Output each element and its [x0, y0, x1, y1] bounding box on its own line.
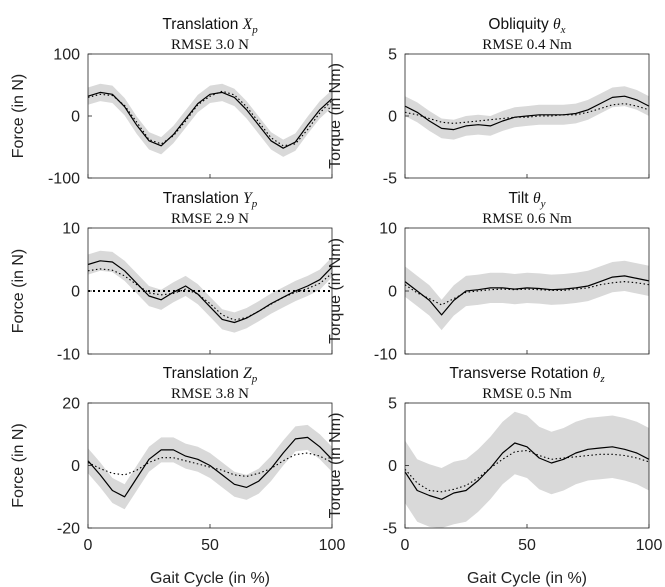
x-tick-label: 100	[319, 537, 346, 554]
x-tick-label: 0	[84, 537, 93, 554]
subplot-title-text: Transverse Rotation	[449, 365, 592, 382]
y-axis-label: Torque (in Nm)	[327, 413, 344, 519]
x-tick-label: 50	[201, 537, 219, 554]
y-tick-label: 0	[388, 458, 397, 475]
subplot-title-symbol: Z	[243, 365, 252, 382]
series-measured-line	[404, 95, 650, 131]
x-tick-label: 0	[401, 537, 410, 554]
subplot-title: Translation Yp	[163, 190, 258, 210]
subplot-title-subscript: p	[251, 373, 258, 385]
series-measured-line	[87, 436, 333, 498]
subplot-title-subscript: z	[599, 373, 605, 385]
subplot-title: Translation Zp	[163, 365, 258, 385]
y-tick-label: 10	[379, 221, 397, 238]
subplot-title-symbol: Y	[243, 190, 253, 207]
y-tick-label: -100	[48, 171, 80, 188]
y-tick-label: 10	[62, 221, 80, 238]
y-axis-label: Torque (in Nm)	[327, 238, 344, 344]
subplot-title-subscript: y	[540, 198, 546, 210]
subplot-title: Tilt θy	[509, 190, 546, 210]
y-tick-label: 0	[71, 458, 80, 475]
series-measured-line	[87, 91, 333, 149]
subplot-title: Translation Xp	[162, 16, 258, 36]
subplot-title: Transverse Rotation θz	[449, 365, 605, 385]
variance-band	[405, 260, 649, 331]
y-tick-label: 0	[71, 284, 80, 301]
subplot-subtitle: RMSE 2.9 N	[171, 211, 249, 227]
subplot-subtitle: RMSE 0.4 Nm	[482, 37, 572, 53]
subplot-title-symbol: θ	[593, 365, 601, 382]
y-tick-label: 20	[62, 396, 80, 413]
subplot-title-text: Obliquity	[488, 16, 553, 33]
y-tick-label: -20	[57, 521, 80, 538]
variance-band	[88, 83, 332, 157]
subplot-subtitle: RMSE 0.5 Nm	[482, 386, 572, 402]
y-tick-label: 100	[53, 47, 80, 64]
subplot-subtitle: RMSE 3.0 N	[171, 37, 249, 53]
series-measured-line	[404, 442, 650, 500]
x-tick-label: 50	[518, 537, 536, 554]
subplot-title-subscript: p	[251, 24, 258, 36]
y-tick-label: -5	[383, 521, 397, 538]
y-axis-label: Force (in N)	[10, 74, 27, 158]
subplot-title: Obliquity θx	[488, 16, 565, 36]
series-predicted-line	[404, 281, 650, 306]
subplot-subtitle: RMSE 3.8 N	[171, 386, 249, 402]
y-tick-label: 0	[388, 109, 397, 126]
subplot-title-text: Translation	[162, 16, 242, 33]
y-tick-label: -5	[383, 171, 397, 188]
series-predicted-line	[404, 449, 650, 493]
variance-band	[88, 250, 332, 333]
x-tick-label: 100	[636, 537, 663, 554]
y-axis-label: Force (in N)	[10, 249, 27, 333]
subplot-title-text: Translation	[163, 190, 243, 207]
variance-band	[405, 86, 649, 140]
subplot-title-subscript: x	[560, 24, 566, 36]
y-tick-label: 5	[388, 396, 397, 413]
series-predicted-line	[87, 90, 333, 147]
series-predicted-line	[87, 452, 333, 477]
subplot-title-text: Translation	[163, 365, 243, 382]
y-axis-label: Torque (in Nm)	[327, 63, 344, 169]
series-measured-line	[87, 260, 333, 324]
subplot-subtitle: RMSE 0.6 Nm	[482, 211, 572, 227]
series-measured-line	[404, 275, 650, 316]
x-axis-label: Gait Cycle (in %)	[467, 570, 587, 587]
y-tick-label: 0	[388, 284, 397, 301]
y-axis-label: Force (in N)	[10, 423, 27, 507]
variance-band	[405, 411, 649, 528]
subplot-title-text: Tilt	[509, 190, 533, 207]
x-axis-label: Gait Cycle (in %)	[150, 570, 270, 587]
variance-band	[88, 424, 332, 510]
y-tick-label: -10	[374, 347, 397, 364]
y-tick-label: 0	[71, 109, 80, 126]
axes-frame	[87, 53, 333, 179]
subplot-title-symbol: θ	[533, 190, 541, 207]
subplot-title-symbol: θ	[553, 16, 561, 33]
subplot-title-subscript: p	[251, 198, 258, 210]
y-tick-label: 5	[388, 47, 397, 64]
subplot-title-symbol: X	[242, 16, 253, 33]
y-tick-label: -10	[57, 347, 80, 364]
